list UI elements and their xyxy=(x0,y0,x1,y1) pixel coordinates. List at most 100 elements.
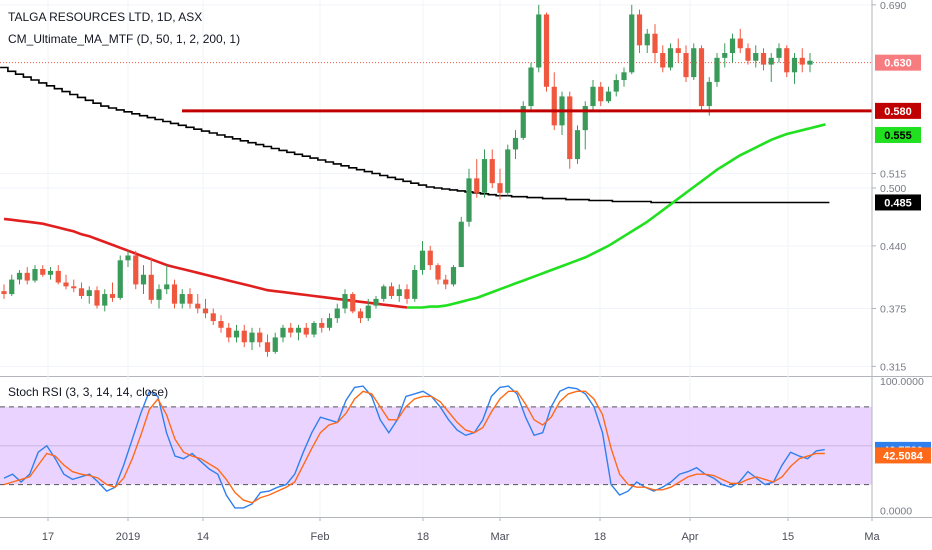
candle xyxy=(753,45,759,68)
candle-body xyxy=(714,57,720,82)
candle xyxy=(745,43,751,65)
candle-body xyxy=(16,272,23,280)
stoch-d-line xyxy=(3,390,825,504)
chart-title: TALGA RESOURCES LTD, 1D, ASX xyxy=(8,10,203,24)
candle xyxy=(520,101,526,140)
candle xyxy=(381,284,387,302)
stoch-d-badge-text: 42.5084 xyxy=(883,450,924,462)
candle-body xyxy=(195,303,201,309)
candle-body xyxy=(536,14,542,68)
price-axis[interactable]: 0.690 0.515 0.500 0.440 0.375 0.315 0.630 0.580… xyxy=(871,0,931,518)
candle-body xyxy=(497,183,503,193)
stoch-d-badge-box xyxy=(875,447,931,464)
candle xyxy=(660,45,666,73)
candle-body xyxy=(590,86,596,107)
candle-body xyxy=(381,286,387,299)
candle xyxy=(109,282,116,302)
candle xyxy=(543,12,550,92)
candle xyxy=(605,86,612,104)
candle-body xyxy=(148,274,154,300)
candle-body xyxy=(512,137,519,150)
candle xyxy=(102,289,108,312)
candle xyxy=(125,250,131,268)
candle-body xyxy=(481,159,488,193)
ma50-line-red xyxy=(3,217,408,309)
indicator-label: CM_Ultimate_MA_MTF (D, 50, 1, 2, 200, 1) xyxy=(8,32,241,46)
candle-body xyxy=(435,265,441,280)
candle-body xyxy=(613,80,619,92)
candle xyxy=(396,284,402,302)
candle-body xyxy=(94,290,100,306)
candle-body xyxy=(295,327,302,333)
candle-body xyxy=(272,337,278,352)
candle-body xyxy=(636,14,643,46)
candle xyxy=(373,295,379,309)
candle xyxy=(776,43,782,63)
candle-body xyxy=(264,342,271,352)
candle xyxy=(474,159,480,198)
time-axis[interactable]: 17 2019 14 Feb 18 Mar 18 Apr 15 Ma xyxy=(42,517,881,543)
candle xyxy=(784,45,790,78)
candle-body xyxy=(427,250,433,266)
candle xyxy=(722,43,728,68)
candle-body xyxy=(396,289,402,296)
candle-body xyxy=(466,178,472,222)
candle xyxy=(582,101,588,150)
candle-body xyxy=(326,318,333,328)
candle xyxy=(667,43,674,71)
candle-body xyxy=(729,38,736,54)
candle xyxy=(419,241,426,275)
price-tick-label: 0.440 xyxy=(880,241,906,253)
last-price-badge-text: 0.630 xyxy=(884,58,912,70)
time-tick-label: Apr xyxy=(681,531,698,543)
candle-body xyxy=(388,286,395,296)
candle-body xyxy=(450,267,457,285)
candle xyxy=(636,9,643,54)
candle xyxy=(691,43,697,81)
candle-body xyxy=(311,322,317,335)
candle-body xyxy=(350,294,356,312)
candle xyxy=(140,265,147,295)
candle-body xyxy=(737,38,743,49)
candle xyxy=(706,77,712,116)
price-tick-label: 0.315 xyxy=(880,361,906,373)
candle xyxy=(574,125,581,164)
candle-body xyxy=(24,272,30,281)
candle xyxy=(388,282,395,299)
candle xyxy=(365,298,371,322)
candle xyxy=(505,144,511,196)
candle xyxy=(729,33,736,63)
time-tick-label: Ma xyxy=(864,531,880,543)
candle xyxy=(559,91,565,135)
ma50-line-green xyxy=(407,123,826,309)
candle-body xyxy=(458,221,464,268)
candle-body xyxy=(303,327,309,335)
candle-body xyxy=(621,72,627,81)
time-tick-label: 17 xyxy=(42,531,54,543)
candle-body xyxy=(1,291,7,295)
candle-body xyxy=(667,48,674,68)
candle-body xyxy=(505,149,511,193)
time-tick-label: 15 xyxy=(782,531,794,543)
candle-body xyxy=(288,327,294,333)
stoch-rsi-plot xyxy=(0,385,872,509)
stoch-k-line xyxy=(3,385,825,509)
candle xyxy=(342,289,348,314)
candle-body xyxy=(249,332,255,343)
candle-body xyxy=(528,67,534,107)
candle xyxy=(71,279,77,293)
time-tick-label: 2019 xyxy=(116,531,140,543)
candle xyxy=(319,318,325,333)
candle-body xyxy=(791,57,798,73)
candle-body xyxy=(9,279,15,295)
candle xyxy=(179,289,185,309)
last-price-badge: 0.630 xyxy=(875,54,921,71)
candle xyxy=(714,53,720,87)
candle-body xyxy=(605,91,612,102)
candle xyxy=(94,286,100,309)
rsi-tick-label: 100.0000 xyxy=(880,376,924,388)
candle xyxy=(435,263,441,285)
candle-body xyxy=(164,284,170,290)
candle xyxy=(280,324,286,343)
